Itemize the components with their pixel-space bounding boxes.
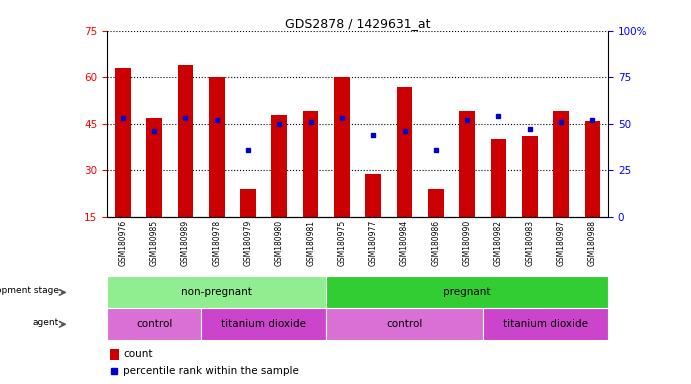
Text: control: control <box>136 319 172 329</box>
Text: percentile rank within the sample: percentile rank within the sample <box>123 366 299 376</box>
Bar <box>326 276 608 308</box>
Text: non-pregnant: non-pregnant <box>181 287 252 298</box>
Bar <box>115 68 131 217</box>
Bar <box>146 118 162 217</box>
Bar <box>107 276 326 308</box>
Bar <box>326 308 483 340</box>
Bar <box>491 139 507 217</box>
Bar <box>209 77 225 217</box>
Text: pregnant: pregnant <box>444 287 491 298</box>
Bar <box>460 111 475 217</box>
Bar <box>366 174 381 217</box>
Bar <box>397 87 413 217</box>
Bar <box>303 111 319 217</box>
Bar <box>178 65 193 217</box>
Bar <box>240 189 256 217</box>
Text: titanium dioxide: titanium dioxide <box>221 319 306 329</box>
Title: GDS2878 / 1429631_at: GDS2878 / 1429631_at <box>285 17 430 30</box>
Text: development stage: development stage <box>0 286 59 295</box>
Text: control: control <box>386 319 423 329</box>
Bar <box>585 121 600 217</box>
Bar <box>428 189 444 217</box>
Bar <box>553 111 569 217</box>
Bar <box>483 308 608 340</box>
Bar <box>522 136 538 217</box>
Text: agent: agent <box>32 318 59 327</box>
Bar <box>110 349 119 359</box>
Bar <box>201 308 326 340</box>
Bar <box>107 308 201 340</box>
Text: titanium dioxide: titanium dioxide <box>503 319 588 329</box>
Text: count: count <box>123 349 153 359</box>
Bar <box>272 114 287 217</box>
Bar <box>334 77 350 217</box>
